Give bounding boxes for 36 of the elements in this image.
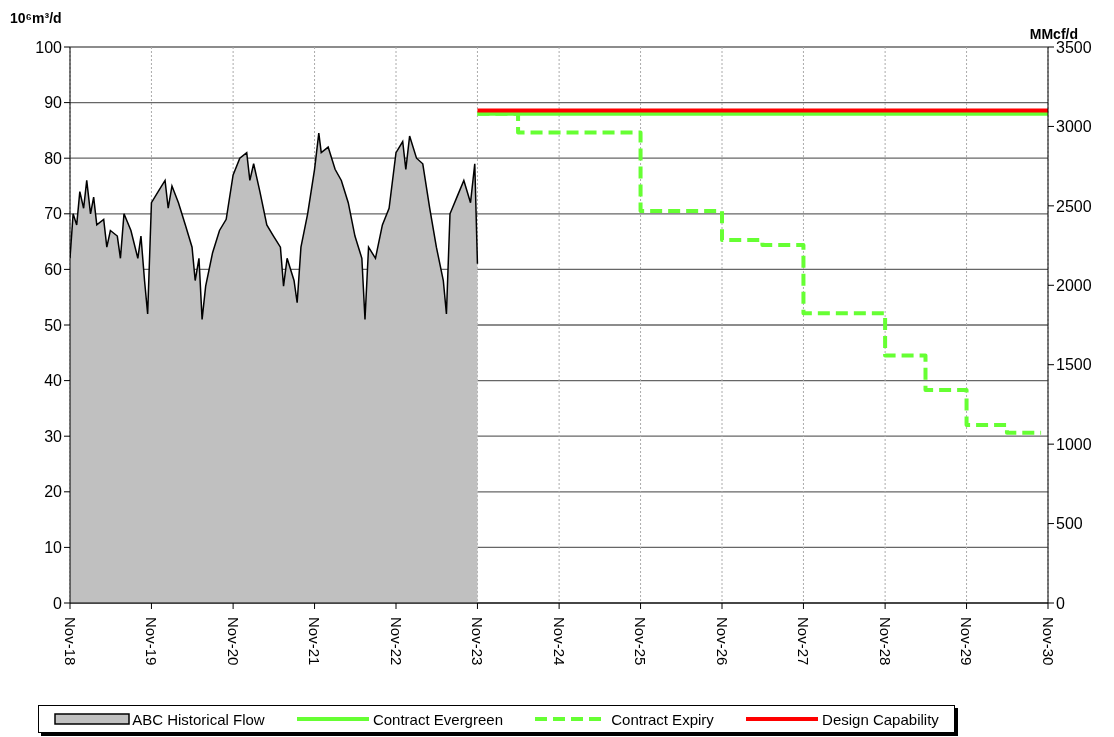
y-tick-label: 20	[44, 483, 63, 501]
y2-tick-label: 2500	[1056, 197, 1092, 215]
x-tick-label: Nov-21	[306, 617, 324, 666]
x-tick-label: Nov-19	[142, 617, 160, 666]
y-tick-label: 0	[53, 594, 63, 612]
legend-label: ABC Historical Flow	[131, 710, 265, 728]
y2-tick-label: 2000	[1056, 276, 1092, 294]
y2-tick-label: 3000	[1056, 118, 1092, 136]
x-tick-label: Nov-25	[632, 617, 650, 666]
y2-tick-label: 0	[1056, 594, 1065, 612]
y2-tick-label: 1000	[1056, 435, 1092, 453]
x-tick-label: Nov-27	[794, 617, 812, 666]
x-tick-label: Nov-26	[713, 617, 731, 666]
x-tick-label: Nov-22	[387, 617, 405, 666]
x-tick-label: Nov-18	[61, 617, 79, 666]
y-tick-label: 30	[44, 427, 63, 445]
y-tick-label: 100	[35, 38, 63, 56]
y2-tick-label: 500	[1056, 515, 1083, 533]
legend-label: Contract Expiry	[610, 710, 714, 728]
x-tick-label: Nov-30	[1039, 617, 1057, 666]
legend-label: Design Capability	[821, 710, 939, 728]
x-tick-label: Nov-23	[468, 617, 486, 666]
x-tick-label: Nov-29	[958, 617, 976, 666]
y-axis-title: 10⁶m³/d	[10, 10, 62, 26]
x-tick-label: Nov-24	[550, 617, 568, 666]
x-tick-label: Nov-20	[224, 617, 242, 666]
y-tick-label: 60	[44, 261, 63, 279]
y-tick-label: 50	[44, 316, 63, 334]
y-tick-label: 80	[44, 149, 63, 167]
y-tick-label: 70	[44, 205, 63, 223]
legend-label: Contract Evergreen	[371, 710, 503, 728]
y-tick-label: 10	[44, 539, 63, 557]
y2-tick-label: 1500	[1056, 356, 1092, 374]
y-tick-label: 40	[44, 372, 63, 390]
x-tick-label: Nov-28	[876, 617, 894, 666]
y-tick-label: 90	[44, 94, 63, 112]
